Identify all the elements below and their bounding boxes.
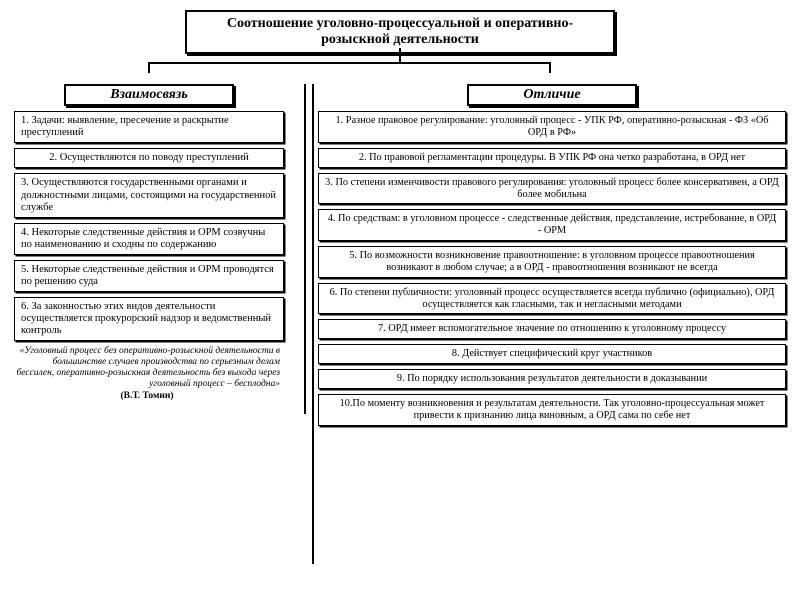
right-item: 9. По порядку использования результатов … (318, 369, 786, 389)
left-item: 5. Некоторые следственные действия и ОРМ… (14, 260, 284, 292)
right-item: 5. По возможности возникновение правоотн… (318, 246, 786, 278)
left-item: 1. Задачи: выявление, пресечение и раскр… (14, 111, 284, 143)
right-item: 1. Разное правовое регулирование: уголов… (318, 111, 786, 143)
columns: Взаимосвязь 1. Задачи: выявление, пресеч… (14, 84, 786, 430)
right-item: 4. По средствам: в уголовном процессе - … (318, 209, 786, 241)
right-item: 2. По правовой регламентации процедуры. … (318, 148, 786, 168)
right-heading: Отличие (467, 84, 637, 106)
right-item: 10.По моменту возникновения и результата… (318, 394, 786, 426)
left-item: 4. Некоторые следственные действия и ОРМ… (14, 223, 284, 255)
quote-text: «Уголовный процесс без оперативно-розыск… (14, 346, 280, 390)
conn-right-drop (549, 62, 551, 73)
conn-left-spine (304, 84, 306, 414)
quote-author: (В.Т. Томин) (14, 391, 280, 402)
column-right: Отличие 1. Разное правовое регулирование… (318, 84, 786, 430)
right-item: 3. По степени изменчивости правового рег… (318, 173, 786, 205)
left-item: 2. Осуществляются по поводу преступлений (14, 148, 284, 168)
conn-left-drop (148, 62, 150, 73)
right-item: 7. ОРД имеет вспомогательное значение по… (318, 319, 786, 339)
right-item: 8. Действует специфический круг участник… (318, 344, 786, 364)
column-left: Взаимосвязь 1. Задачи: выявление, пресеч… (14, 84, 284, 430)
left-item: 3. Осуществляются государственными орган… (14, 173, 284, 217)
conn-title-horiz (148, 62, 551, 64)
quote-block: «Уголовный процесс без оперативно-розыск… (14, 346, 284, 402)
left-item: 6. За законностью этих видов деятельност… (14, 297, 284, 341)
left-heading: Взаимосвязь (64, 84, 234, 106)
conn-right-spine (312, 84, 314, 564)
right-item: 6. По степени публичности: уголовный про… (318, 283, 786, 315)
